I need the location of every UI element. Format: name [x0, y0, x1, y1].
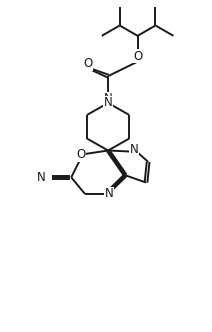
- Text: N: N: [104, 92, 113, 105]
- Text: O: O: [133, 49, 142, 62]
- Text: O: O: [84, 57, 93, 70]
- Text: N: N: [37, 171, 46, 184]
- Text: N: N: [105, 187, 114, 201]
- Text: N: N: [104, 97, 113, 110]
- Text: O: O: [76, 148, 85, 161]
- Text: N: N: [130, 143, 138, 156]
